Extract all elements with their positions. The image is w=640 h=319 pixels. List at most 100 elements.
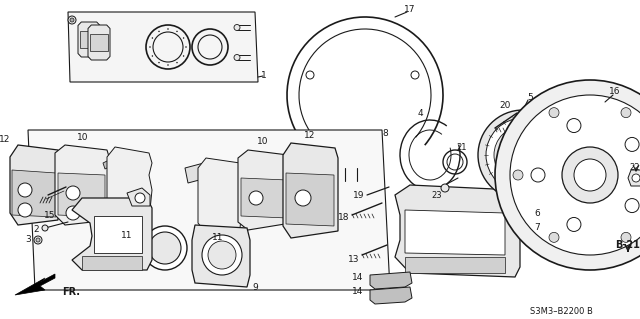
Text: 23: 23 bbox=[432, 190, 442, 199]
Polygon shape bbox=[80, 31, 98, 48]
Circle shape bbox=[486, 118, 560, 192]
Text: 11: 11 bbox=[212, 234, 224, 242]
Text: 15: 15 bbox=[44, 211, 56, 219]
Circle shape bbox=[18, 183, 32, 197]
Polygon shape bbox=[90, 34, 108, 51]
Text: B-21: B-21 bbox=[616, 240, 640, 250]
Circle shape bbox=[295, 190, 311, 206]
Polygon shape bbox=[370, 272, 412, 289]
Circle shape bbox=[34, 236, 42, 244]
Polygon shape bbox=[395, 185, 520, 277]
Text: 8: 8 bbox=[382, 129, 388, 137]
Circle shape bbox=[68, 16, 76, 24]
Text: 11: 11 bbox=[121, 231, 132, 240]
Circle shape bbox=[567, 119, 581, 133]
Text: 13: 13 bbox=[348, 256, 360, 264]
Text: 22: 22 bbox=[630, 164, 640, 173]
Circle shape bbox=[549, 108, 559, 118]
Text: 6: 6 bbox=[534, 209, 540, 218]
Circle shape bbox=[152, 38, 153, 39]
Circle shape bbox=[494, 126, 552, 184]
Polygon shape bbox=[185, 160, 218, 183]
Text: 16: 16 bbox=[609, 87, 621, 97]
Polygon shape bbox=[284, 162, 298, 174]
Polygon shape bbox=[12, 170, 56, 217]
Circle shape bbox=[42, 225, 48, 231]
Circle shape bbox=[149, 232, 181, 264]
Circle shape bbox=[234, 25, 240, 31]
Polygon shape bbox=[28, 130, 390, 290]
Circle shape bbox=[306, 71, 314, 79]
Polygon shape bbox=[405, 210, 505, 255]
Polygon shape bbox=[283, 143, 338, 238]
Polygon shape bbox=[107, 147, 152, 227]
Text: 20: 20 bbox=[499, 101, 511, 110]
Text: 5: 5 bbox=[527, 93, 533, 101]
Circle shape bbox=[513, 170, 523, 180]
Polygon shape bbox=[198, 158, 243, 233]
Polygon shape bbox=[82, 256, 142, 270]
Circle shape bbox=[234, 55, 240, 61]
Text: S3M3–B2200 B: S3M3–B2200 B bbox=[530, 308, 593, 316]
Circle shape bbox=[135, 193, 145, 203]
Circle shape bbox=[567, 218, 581, 232]
Polygon shape bbox=[103, 157, 117, 169]
Text: 14: 14 bbox=[352, 273, 364, 283]
Circle shape bbox=[66, 206, 80, 220]
Text: FR.: FR. bbox=[62, 287, 80, 297]
Polygon shape bbox=[370, 287, 412, 304]
Text: 12: 12 bbox=[0, 136, 11, 145]
Circle shape bbox=[143, 226, 187, 270]
Polygon shape bbox=[192, 225, 250, 287]
Polygon shape bbox=[58, 173, 105, 217]
Polygon shape bbox=[238, 150, 291, 230]
Text: 3: 3 bbox=[25, 235, 31, 244]
Polygon shape bbox=[15, 274, 55, 295]
Circle shape bbox=[202, 235, 242, 275]
Circle shape bbox=[632, 174, 640, 182]
Text: 7: 7 bbox=[534, 222, 540, 232]
Polygon shape bbox=[241, 178, 287, 218]
Circle shape bbox=[625, 137, 639, 152]
Circle shape bbox=[36, 238, 40, 242]
Polygon shape bbox=[94, 216, 142, 253]
Text: 10: 10 bbox=[77, 133, 89, 143]
Polygon shape bbox=[628, 170, 640, 186]
Text: 17: 17 bbox=[404, 4, 416, 13]
Polygon shape bbox=[10, 145, 58, 225]
Text: 14: 14 bbox=[352, 287, 364, 296]
Circle shape bbox=[531, 168, 545, 182]
Circle shape bbox=[549, 232, 559, 242]
Circle shape bbox=[411, 71, 419, 79]
Circle shape bbox=[478, 110, 568, 200]
Text: 21: 21 bbox=[457, 144, 467, 152]
Text: 10: 10 bbox=[257, 137, 269, 146]
Text: 19: 19 bbox=[353, 190, 365, 199]
Circle shape bbox=[18, 203, 32, 217]
Polygon shape bbox=[68, 12, 258, 82]
Circle shape bbox=[70, 18, 74, 22]
Circle shape bbox=[510, 95, 640, 255]
Polygon shape bbox=[405, 257, 505, 273]
Text: 12: 12 bbox=[304, 130, 316, 139]
Text: 9: 9 bbox=[252, 283, 258, 292]
Text: 18: 18 bbox=[339, 213, 349, 222]
Circle shape bbox=[441, 184, 449, 192]
Circle shape bbox=[621, 232, 631, 242]
Text: 1: 1 bbox=[261, 70, 267, 79]
Polygon shape bbox=[286, 173, 334, 226]
Polygon shape bbox=[88, 25, 110, 60]
Polygon shape bbox=[72, 198, 152, 270]
Circle shape bbox=[66, 186, 80, 200]
Circle shape bbox=[249, 191, 263, 205]
Text: 2: 2 bbox=[33, 226, 39, 234]
Polygon shape bbox=[55, 145, 110, 225]
Circle shape bbox=[621, 108, 631, 118]
Polygon shape bbox=[127, 188, 150, 206]
Circle shape bbox=[495, 80, 640, 270]
Circle shape bbox=[562, 147, 618, 203]
Circle shape bbox=[574, 159, 606, 191]
Polygon shape bbox=[78, 22, 100, 57]
Circle shape bbox=[625, 198, 639, 212]
Text: 4: 4 bbox=[417, 108, 423, 117]
